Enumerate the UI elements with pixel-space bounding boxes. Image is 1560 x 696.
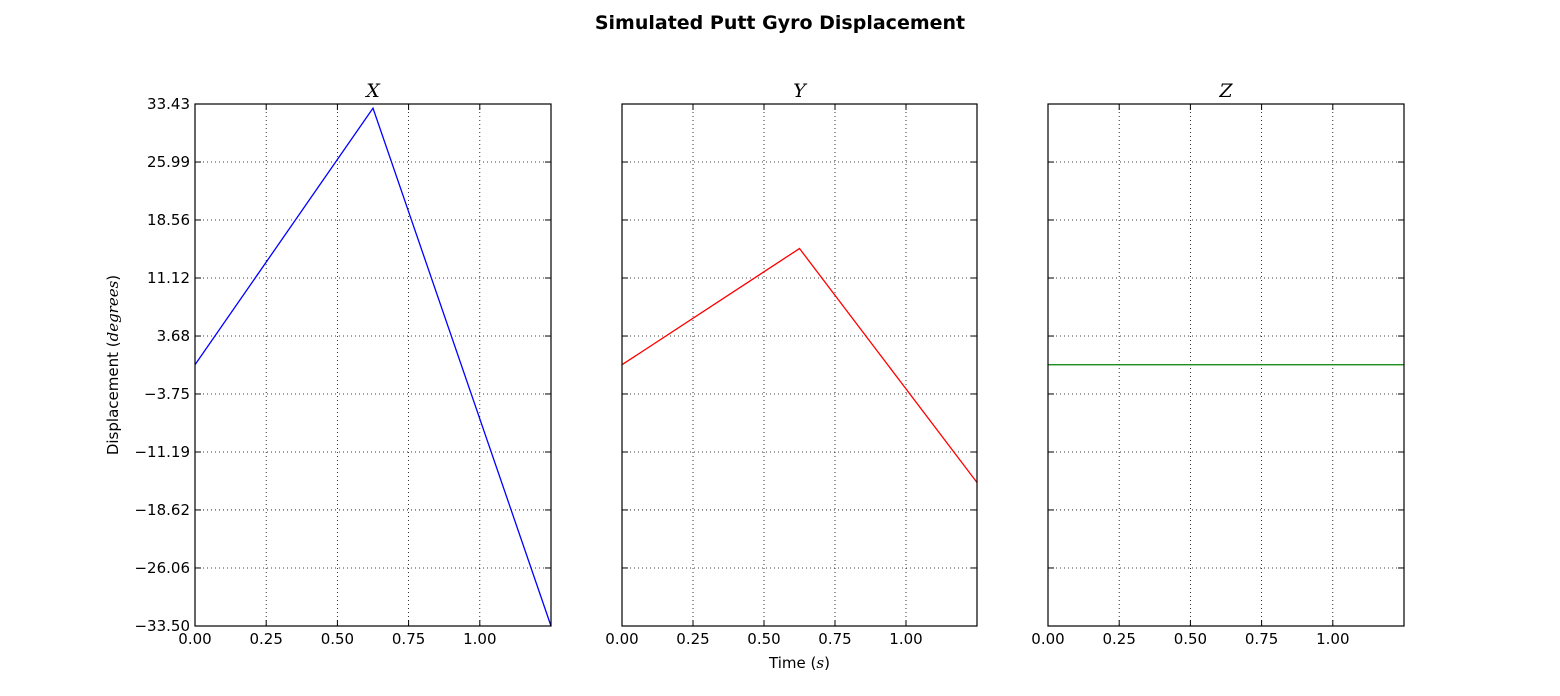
subplot-x-ytick-label-9: 33.43 xyxy=(147,95,190,113)
subplot-x-ytick-label-5: 3.68 xyxy=(157,327,190,345)
subplot-z-xtick-label-0: 0.00 xyxy=(1031,630,1064,648)
subplot-y-xaxis-label: Time (s) xyxy=(768,654,830,672)
subplot-x-plot-frame xyxy=(194,103,552,627)
subplot-x-ytick-label-8: 25.99 xyxy=(147,153,190,171)
subplot-z-xtick-label-2: 0.50 xyxy=(1174,630,1207,648)
subplot-y-title: Y xyxy=(793,80,808,102)
subplot-z-xtick-label-1: 0.25 xyxy=(1102,630,1135,648)
subplot-z-title: Z xyxy=(1218,80,1233,102)
subplot-z-xtick-label-3: 0.75 xyxy=(1245,630,1278,648)
subplot-x-ytick-label-6: 11.12 xyxy=(147,269,190,287)
subplot-x: 0.00 0.25 0.50 0.75 1.00 −33.50 −26.06 −18.62 −1… xyxy=(104,80,552,648)
subplot-x-ytick-label-1: −26.06 xyxy=(134,559,190,577)
subplot-y: 0.00 0.25 0.50 0.75 1.00 Y Time (s) xyxy=(605,80,978,672)
subplot-x-xtick-label-4: 1.00 xyxy=(463,630,496,648)
subplot-x-ytick-label-3: −11.19 xyxy=(134,443,190,461)
subplot-x-title: X xyxy=(364,80,381,102)
subplot-y-xtick-label-4: 1.00 xyxy=(889,630,922,648)
subplot-x-ytick-label-0: −33.50 xyxy=(134,617,190,635)
subplot-y-xtick-label-2: 0.50 xyxy=(747,630,780,648)
subplot-x-xtick-label-0: 0.00 xyxy=(178,630,211,648)
subplot-y-plot-frame xyxy=(621,103,978,627)
subplot-y-series-line-0 xyxy=(621,247,978,483)
subplot-x-xtick-label-2: 0.50 xyxy=(321,630,354,648)
subplot-z: 0.00 0.25 0.50 0.75 1.00 Z xyxy=(1031,80,1405,648)
subplot-y-xtick-label-3: 0.75 xyxy=(818,630,851,648)
subplot-x-ytick-label-7: 18.56 xyxy=(147,211,190,229)
subplot-z-xtick-label-4: 1.00 xyxy=(1316,630,1349,648)
subplot-x-yaxis-label: Displacement (degrees) xyxy=(104,275,122,455)
subplot-y-xtick-label-1: 0.25 xyxy=(676,630,709,648)
figure-title: Simulated Putt Gyro Displacement xyxy=(595,12,965,34)
subplot-y-xtick-label-0: 0.00 xyxy=(605,630,638,648)
subplot-x-ytick-label-2: −18.62 xyxy=(134,501,190,519)
subplot-x-xtick-label-1: 0.25 xyxy=(249,630,282,648)
subplot-x-series-line-0 xyxy=(194,106,552,627)
subplot-x-xtick-label-3: 0.75 xyxy=(392,630,425,648)
subplot-group: 0.00 0.25 0.50 0.75 1.00 −33.50 −26.06 −18.62 −1… xyxy=(104,80,1405,672)
subplot-x-ytick-label-4: −3.75 xyxy=(144,385,190,403)
subplot-z-plot-frame xyxy=(1047,103,1405,627)
